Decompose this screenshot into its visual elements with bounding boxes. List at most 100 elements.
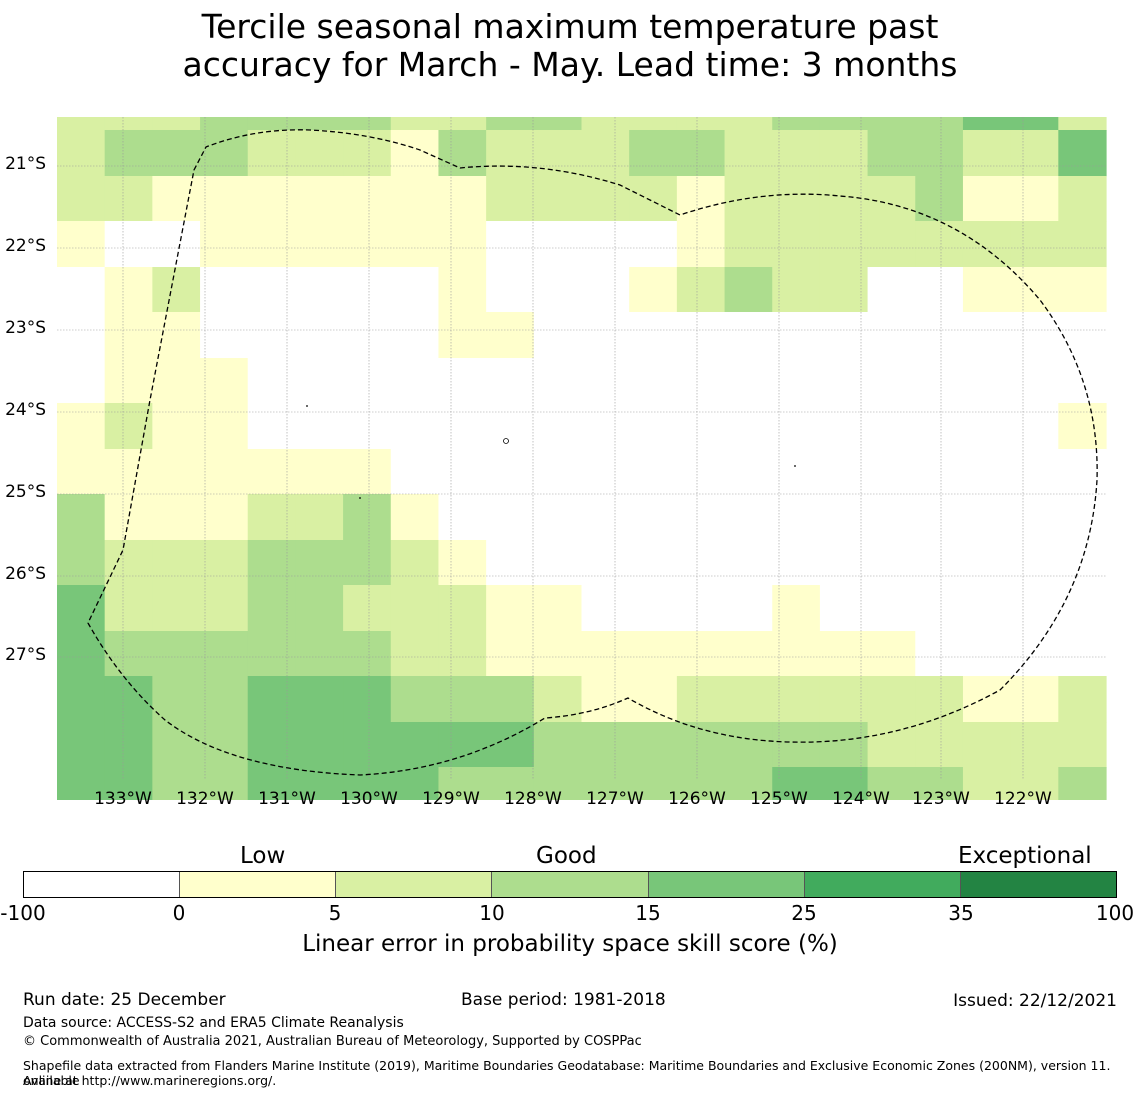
grid-cell bbox=[390, 722, 440, 768]
grid-cell bbox=[819, 221, 869, 268]
grid-cell bbox=[629, 358, 678, 404]
grid-cell bbox=[152, 312, 201, 359]
grid-cell bbox=[438, 130, 487, 177]
grid-cell bbox=[867, 176, 916, 222]
grid-cell bbox=[533, 130, 583, 177]
grid-cell bbox=[343, 494, 392, 541]
grid-cell bbox=[533, 403, 583, 450]
grid-cell bbox=[533, 767, 583, 800]
lon-label: 126°W bbox=[668, 789, 726, 809]
grid-cell bbox=[676, 767, 726, 800]
grid-cell bbox=[247, 494, 297, 541]
grid-cell bbox=[533, 631, 583, 677]
grid-cell bbox=[915, 540, 964, 586]
grid-cell bbox=[676, 585, 726, 632]
grid-cell bbox=[962, 117, 1012, 131]
grid-cell bbox=[57, 494, 106, 541]
colorbar-tick: 0 bbox=[172, 901, 186, 925]
grid-cell bbox=[819, 540, 869, 586]
grid-cell bbox=[295, 358, 344, 404]
grid-cell bbox=[152, 117, 201, 131]
grid-cell bbox=[676, 403, 726, 450]
grid-cell bbox=[629, 449, 678, 495]
grid-cell bbox=[390, 585, 440, 632]
grid-cell bbox=[1058, 449, 1107, 495]
grid-cell bbox=[533, 676, 583, 723]
grid-cell bbox=[343, 221, 392, 268]
grid-cell bbox=[295, 722, 344, 768]
lon-label: 128°W bbox=[504, 789, 562, 809]
grid-cell bbox=[772, 722, 821, 768]
colorbar-swatch bbox=[648, 872, 805, 897]
grid-cell bbox=[581, 267, 630, 313]
grid-cell bbox=[1058, 676, 1107, 723]
grid-cell bbox=[343, 176, 392, 222]
lon-label: 127°W bbox=[586, 789, 644, 809]
grid-cell bbox=[57, 722, 106, 768]
grid-cell bbox=[247, 631, 297, 677]
grid-cell bbox=[152, 494, 201, 541]
grid-cell bbox=[438, 403, 487, 450]
legend-category-exceptional: Exceptional bbox=[958, 843, 1092, 869]
grid-cell bbox=[915, 631, 964, 677]
lon-label: 124°W bbox=[832, 789, 890, 809]
grid-cell bbox=[1010, 722, 1059, 768]
grid-cell bbox=[295, 267, 344, 313]
grid-cell bbox=[772, 267, 821, 313]
grid-cell bbox=[200, 767, 249, 800]
grid-cell bbox=[200, 403, 249, 450]
grid-cell bbox=[438, 540, 487, 586]
grid-cell bbox=[581, 631, 630, 677]
grid-cell bbox=[295, 221, 344, 268]
grid-cell bbox=[724, 722, 773, 768]
colorbar-swatch bbox=[492, 872, 649, 897]
grid-cell bbox=[343, 403, 392, 450]
grid-cell bbox=[772, 449, 821, 495]
grid-cell bbox=[915, 267, 964, 313]
grid-cell bbox=[676, 267, 726, 313]
grid-cell bbox=[676, 176, 726, 222]
grid-cell bbox=[676, 676, 726, 723]
grid-cell bbox=[57, 767, 106, 800]
grid-cell bbox=[247, 267, 297, 313]
grid-cell bbox=[486, 267, 535, 313]
grid-cell bbox=[772, 130, 821, 177]
grid-cell bbox=[104, 221, 153, 268]
grid-cell bbox=[581, 676, 630, 723]
lon-label: 125°W bbox=[750, 789, 808, 809]
grid-cell bbox=[533, 117, 583, 131]
lon-label: 132°W bbox=[176, 789, 234, 809]
island-marker bbox=[306, 405, 308, 407]
grid-cell bbox=[724, 494, 773, 541]
grid-cell bbox=[533, 267, 583, 313]
colorbar-tick: 35 bbox=[948, 901, 974, 925]
grid-cell bbox=[200, 358, 249, 404]
grid-cell bbox=[438, 176, 487, 222]
grid-cell bbox=[1058, 312, 1107, 359]
grid-cell bbox=[438, 312, 487, 359]
grid-cell bbox=[819, 449, 869, 495]
grid-cell bbox=[200, 449, 249, 495]
grid-cell bbox=[247, 449, 297, 495]
grid-cell bbox=[772, 676, 821, 723]
grid-cell bbox=[915, 358, 964, 404]
grid-cell bbox=[104, 130, 153, 177]
grid-cell bbox=[962, 585, 1012, 632]
grid-cell bbox=[390, 494, 440, 541]
grid-cell bbox=[343, 117, 392, 131]
grid-cell bbox=[247, 130, 297, 177]
grid-cell bbox=[962, 676, 1012, 723]
colorbar-label: Linear error in probability space skill … bbox=[302, 931, 838, 957]
grid-cell bbox=[724, 767, 773, 800]
grid-cell bbox=[438, 676, 487, 723]
grid-cell bbox=[295, 176, 344, 222]
grid-cell bbox=[343, 449, 392, 495]
grid-cell bbox=[104, 358, 153, 404]
grid-cell bbox=[581, 312, 630, 359]
grid-cell bbox=[295, 540, 344, 586]
grid-cell bbox=[962, 130, 1012, 177]
legend-category-low: Low bbox=[240, 843, 286, 869]
grid-cell bbox=[1010, 676, 1059, 723]
grid-cell bbox=[57, 130, 106, 177]
grid-cell bbox=[295, 494, 344, 541]
